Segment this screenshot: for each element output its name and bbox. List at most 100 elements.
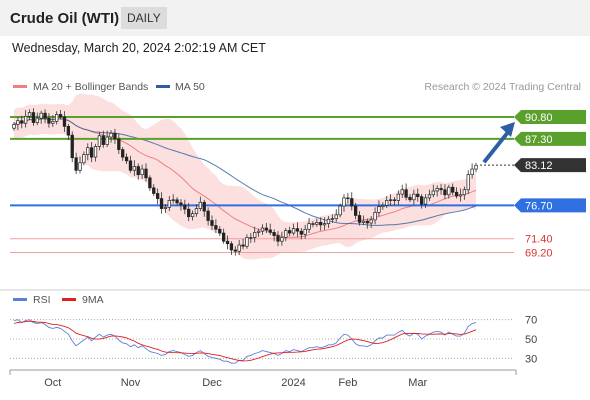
bollinger-band xyxy=(14,93,476,260)
candle xyxy=(451,183,455,196)
x-tick-2024: 2024 xyxy=(281,377,305,389)
candle xyxy=(47,113,51,128)
candle xyxy=(51,115,55,127)
candle xyxy=(404,183,408,201)
candle xyxy=(39,110,43,124)
x-tick-Dec: Dec xyxy=(202,377,222,389)
candle xyxy=(171,194,175,204)
chart-header: Crude Oil (WTI) DAILY xyxy=(0,0,590,36)
candle xyxy=(295,222,300,237)
candle xyxy=(124,153,129,165)
candle xyxy=(330,214,335,224)
rsi-tick-50: 50 xyxy=(525,334,537,346)
candle xyxy=(276,231,280,247)
candle xyxy=(253,226,257,243)
candle xyxy=(439,184,443,195)
candle xyxy=(214,219,218,234)
candle xyxy=(385,196,389,208)
candle xyxy=(373,207,377,225)
candle xyxy=(93,143,98,162)
candle xyxy=(470,163,474,179)
candle xyxy=(408,194,412,203)
candle xyxy=(319,217,323,231)
candle xyxy=(416,188,420,202)
candle xyxy=(136,163,140,180)
candle xyxy=(419,194,424,209)
candle xyxy=(260,224,265,235)
candle xyxy=(183,199,187,215)
candle xyxy=(233,246,237,256)
rsi-line xyxy=(13,319,477,364)
candle xyxy=(412,189,416,206)
credit: Research © 2024 Trading Central xyxy=(424,81,581,93)
candle xyxy=(396,190,401,205)
candle xyxy=(163,204,168,213)
candle xyxy=(353,202,358,220)
candle xyxy=(132,160,137,176)
level-tag-87.30 xyxy=(514,131,586,146)
candle xyxy=(342,194,346,212)
timeframe-button[interactable]: DAILY xyxy=(121,7,167,29)
forecast-arrow-shaft xyxy=(482,129,511,164)
candle xyxy=(315,218,319,227)
forecast-arrow-head xyxy=(500,121,515,137)
candle xyxy=(427,189,432,202)
candle xyxy=(423,194,428,208)
candle xyxy=(447,184,451,199)
candle xyxy=(70,131,74,163)
candle xyxy=(241,238,245,250)
candle xyxy=(167,196,171,212)
candle xyxy=(23,110,28,128)
candle xyxy=(311,221,315,228)
candle xyxy=(144,163,148,182)
candle xyxy=(388,194,393,207)
candle xyxy=(350,192,354,211)
candle xyxy=(287,226,292,237)
x-tick-Feb: Feb xyxy=(338,377,357,389)
legend-swatch-ma50 xyxy=(156,85,170,88)
candle xyxy=(109,130,113,143)
candle xyxy=(86,143,90,161)
candle xyxy=(62,111,67,133)
candle xyxy=(435,185,439,197)
candle xyxy=(334,209,338,222)
candle xyxy=(369,216,373,229)
candle xyxy=(361,215,366,225)
candle xyxy=(121,147,125,161)
candle xyxy=(280,231,284,246)
candle xyxy=(179,199,183,211)
candle xyxy=(210,215,214,230)
candle xyxy=(82,151,86,166)
legend-rsi: RSI xyxy=(33,294,51,306)
candle xyxy=(89,142,94,163)
level-label-87.30: 87.30 xyxy=(525,134,553,146)
legend-swatch-9ma xyxy=(62,298,76,301)
legend-swatch-rsi xyxy=(13,298,27,301)
candle xyxy=(357,211,362,226)
support-label-69.20: 69.20 xyxy=(525,248,553,260)
candle xyxy=(55,111,59,125)
candle xyxy=(194,204,199,217)
candle xyxy=(198,196,203,212)
candle xyxy=(202,199,206,217)
candle xyxy=(74,152,78,175)
candle xyxy=(66,123,71,141)
legend-ma20: MA 20 + Bollinger Bands xyxy=(33,81,148,93)
candle xyxy=(443,184,447,200)
candle xyxy=(12,121,16,131)
candle xyxy=(31,108,36,126)
candle xyxy=(105,130,109,148)
candle xyxy=(454,187,459,199)
rsi-tick-70: 70 xyxy=(525,315,537,327)
candle xyxy=(377,200,381,217)
candle xyxy=(291,223,296,236)
level-tag-90.80 xyxy=(514,109,586,124)
candle xyxy=(381,202,385,210)
candle xyxy=(249,233,253,244)
level-tag-76.70 xyxy=(514,198,586,213)
rsi-ma-line xyxy=(13,320,477,362)
legend-9ma: 9MA xyxy=(82,294,104,306)
candle xyxy=(225,235,230,250)
current-price-label: 83.12 xyxy=(525,160,553,172)
